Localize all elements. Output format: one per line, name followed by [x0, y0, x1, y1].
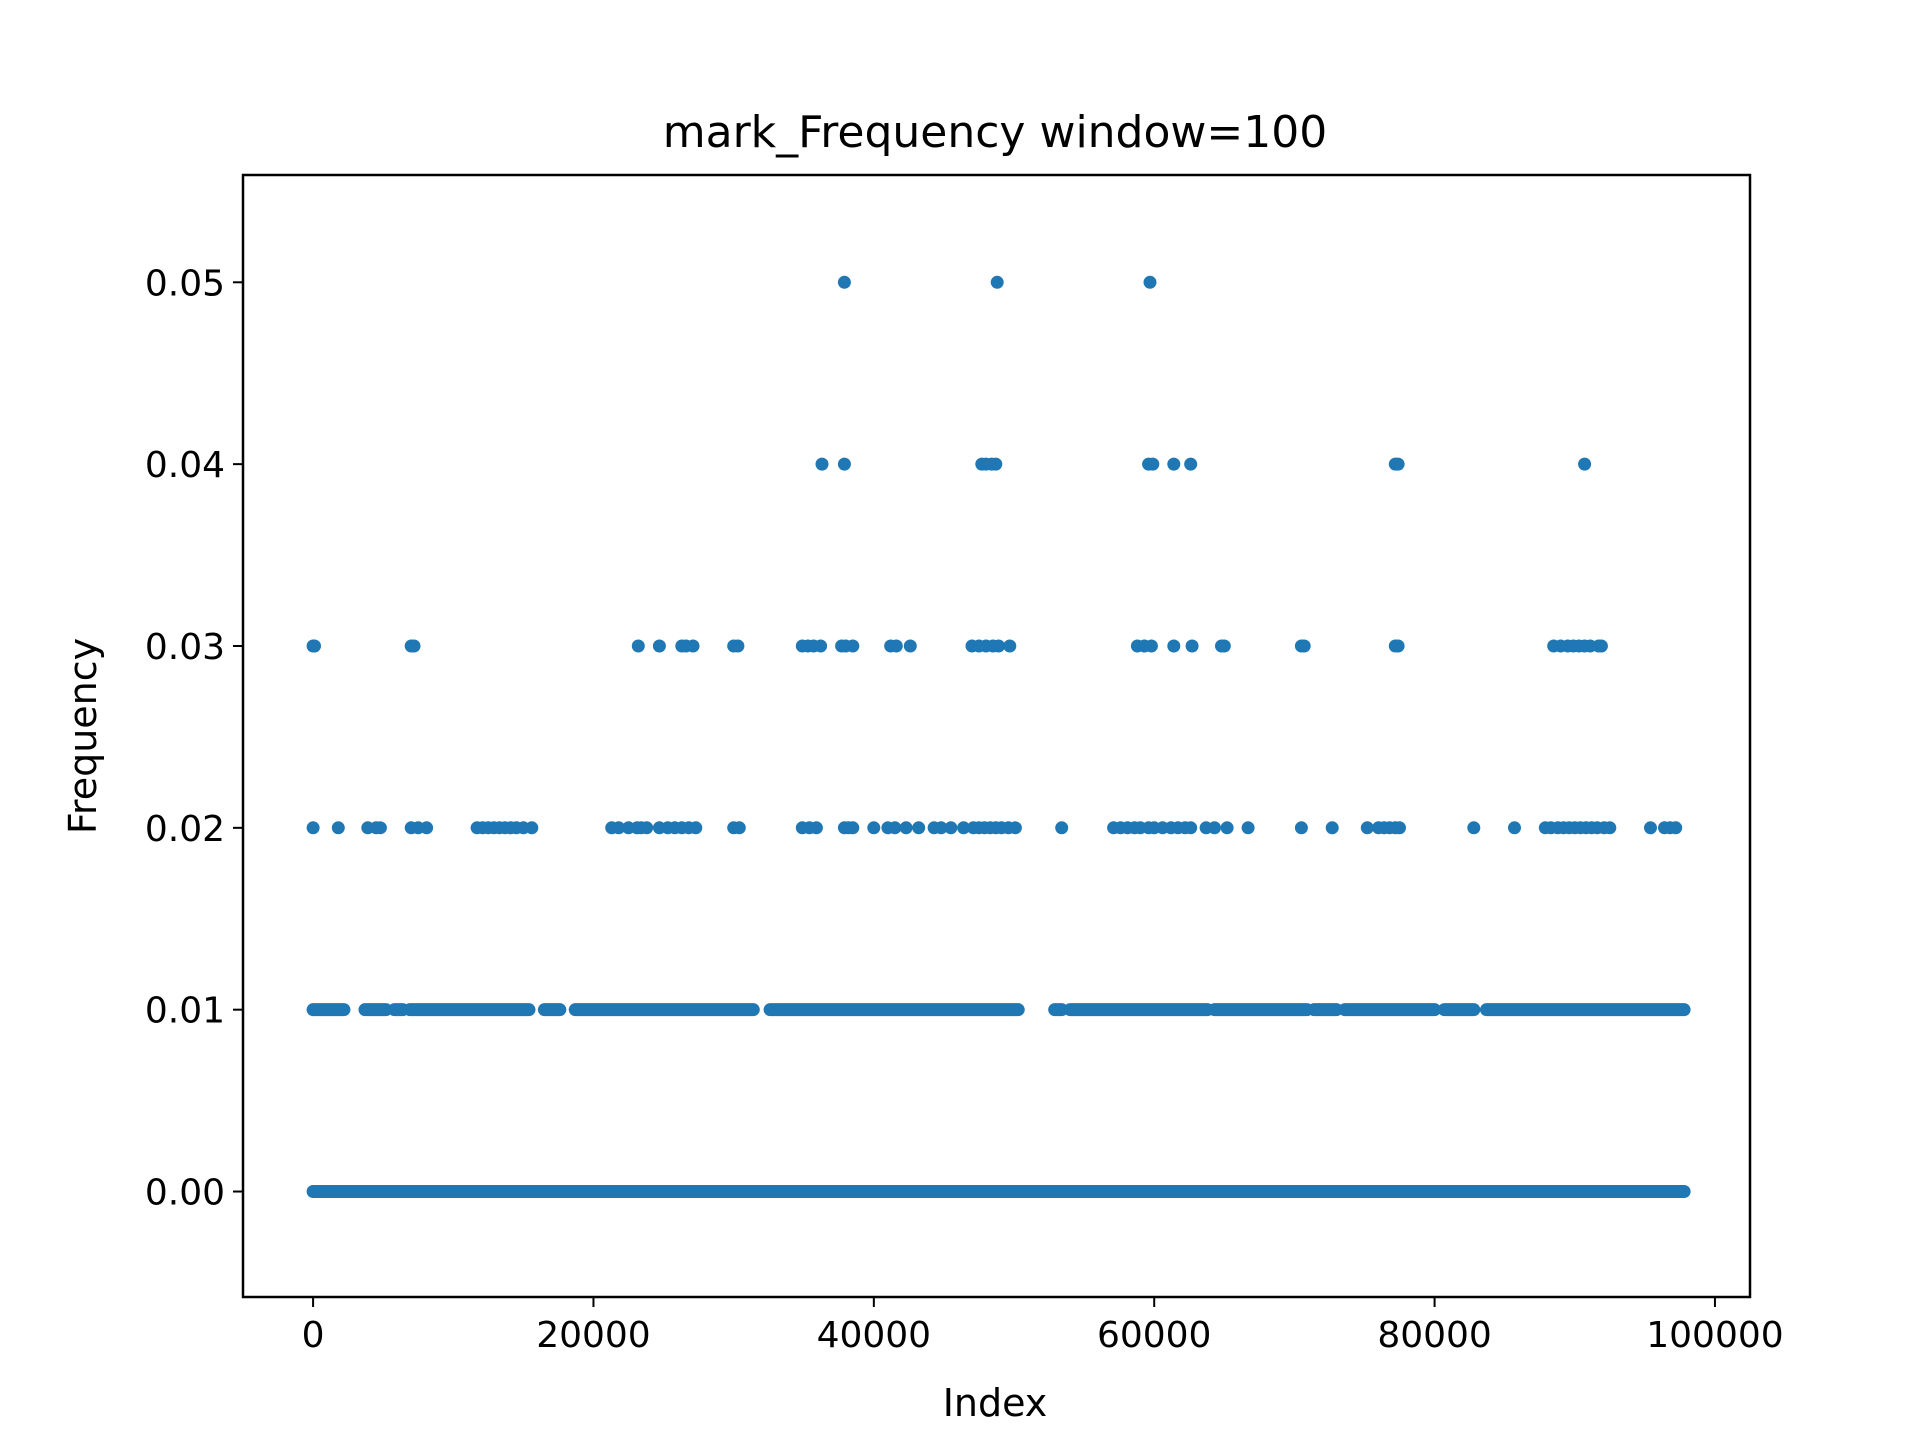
data-point — [1391, 457, 1405, 471]
data-point — [1008, 821, 1022, 835]
data-point — [1669, 821, 1683, 835]
data-point — [1217, 639, 1231, 653]
data-point — [420, 821, 434, 835]
y-tick-label: 0.01 — [145, 991, 225, 1032]
data-point — [1360, 821, 1374, 835]
data-point — [957, 821, 971, 835]
data-point — [331, 821, 345, 835]
data-point — [1594, 639, 1608, 653]
data-point — [1294, 821, 1308, 835]
data-point — [373, 821, 387, 835]
data-point — [1167, 457, 1181, 471]
data-point — [1603, 821, 1617, 835]
plot-frame — [241, 173, 1752, 1299]
data-point — [1003, 639, 1017, 653]
x-axis-label: Index — [943, 1381, 1048, 1425]
data-point — [1208, 821, 1221, 835]
data-point — [731, 639, 745, 653]
data-point — [1325, 821, 1339, 835]
data-point — [809, 821, 823, 835]
chart-title: mark_Frequency window=100 — [663, 107, 1327, 158]
y-axis-label: Frequency — [61, 638, 105, 834]
data-point — [525, 821, 539, 835]
data-point — [689, 821, 703, 835]
x-tick-label: 40000 — [817, 1315, 932, 1356]
y-tick-label: 0.00 — [145, 1173, 225, 1214]
data-point — [912, 821, 926, 835]
y-tick-label: 0.05 — [145, 263, 225, 304]
data-point — [846, 639, 860, 653]
x-tick-label: 100000 — [1646, 1315, 1783, 1356]
data-point — [814, 639, 828, 653]
data-point — [989, 457, 1003, 471]
x-tick-label: 80000 — [1377, 1315, 1492, 1356]
x-axis: 0 20000 40000 60000 80000 100000 — [302, 1297, 1784, 1356]
data-point — [815, 457, 829, 471]
data-point — [308, 639, 321, 653]
data-point — [1185, 639, 1199, 653]
data-point — [631, 639, 645, 653]
data-point — [1055, 821, 1069, 835]
data-point — [1393, 821, 1406, 835]
data-point — [1297, 639, 1311, 653]
data-point — [1146, 457, 1160, 471]
data-point — [1184, 457, 1198, 471]
data-point — [612, 821, 626, 835]
data-point — [306, 821, 320, 835]
data-point — [1184, 821, 1198, 835]
data-point — [888, 821, 902, 835]
y-axis: 0.00 0.01 0.02 0.03 0.04 0.05 — [145, 263, 243, 1214]
data-point — [652, 639, 666, 653]
data-point — [889, 639, 903, 653]
y-tick-label: 0.04 — [145, 445, 225, 486]
data-point — [934, 821, 948, 835]
y-tick-label: 0.02 — [145, 809, 225, 850]
data-point — [1167, 639, 1181, 653]
data-point — [1644, 821, 1657, 835]
y-tick-label: 0.03 — [145, 627, 225, 668]
data-point — [686, 639, 700, 653]
data-point — [837, 457, 851, 471]
data-point — [1578, 457, 1592, 471]
data-point — [1220, 821, 1234, 835]
data-point — [640, 821, 654, 835]
data-point — [990, 275, 1004, 289]
data-point — [992, 639, 1006, 653]
data-point — [944, 821, 958, 835]
data-point — [1508, 821, 1521, 835]
data-point — [1391, 639, 1405, 653]
data-point — [1144, 639, 1158, 653]
data-point — [1467, 821, 1481, 835]
data-point — [732, 821, 746, 835]
plot-points — [306, 275, 1691, 1199]
data-point — [1143, 275, 1157, 289]
x-tick-label: 60000 — [1097, 1315, 1212, 1356]
x-tick-label: 0 — [302, 1315, 325, 1356]
data-point — [1241, 821, 1255, 835]
data-point — [899, 821, 913, 835]
data-point — [903, 639, 917, 653]
x-tick-label: 20000 — [536, 1315, 651, 1356]
data-point — [846, 821, 860, 835]
data-point — [407, 639, 421, 653]
data-point — [867, 821, 881, 835]
data-point — [837, 275, 851, 289]
